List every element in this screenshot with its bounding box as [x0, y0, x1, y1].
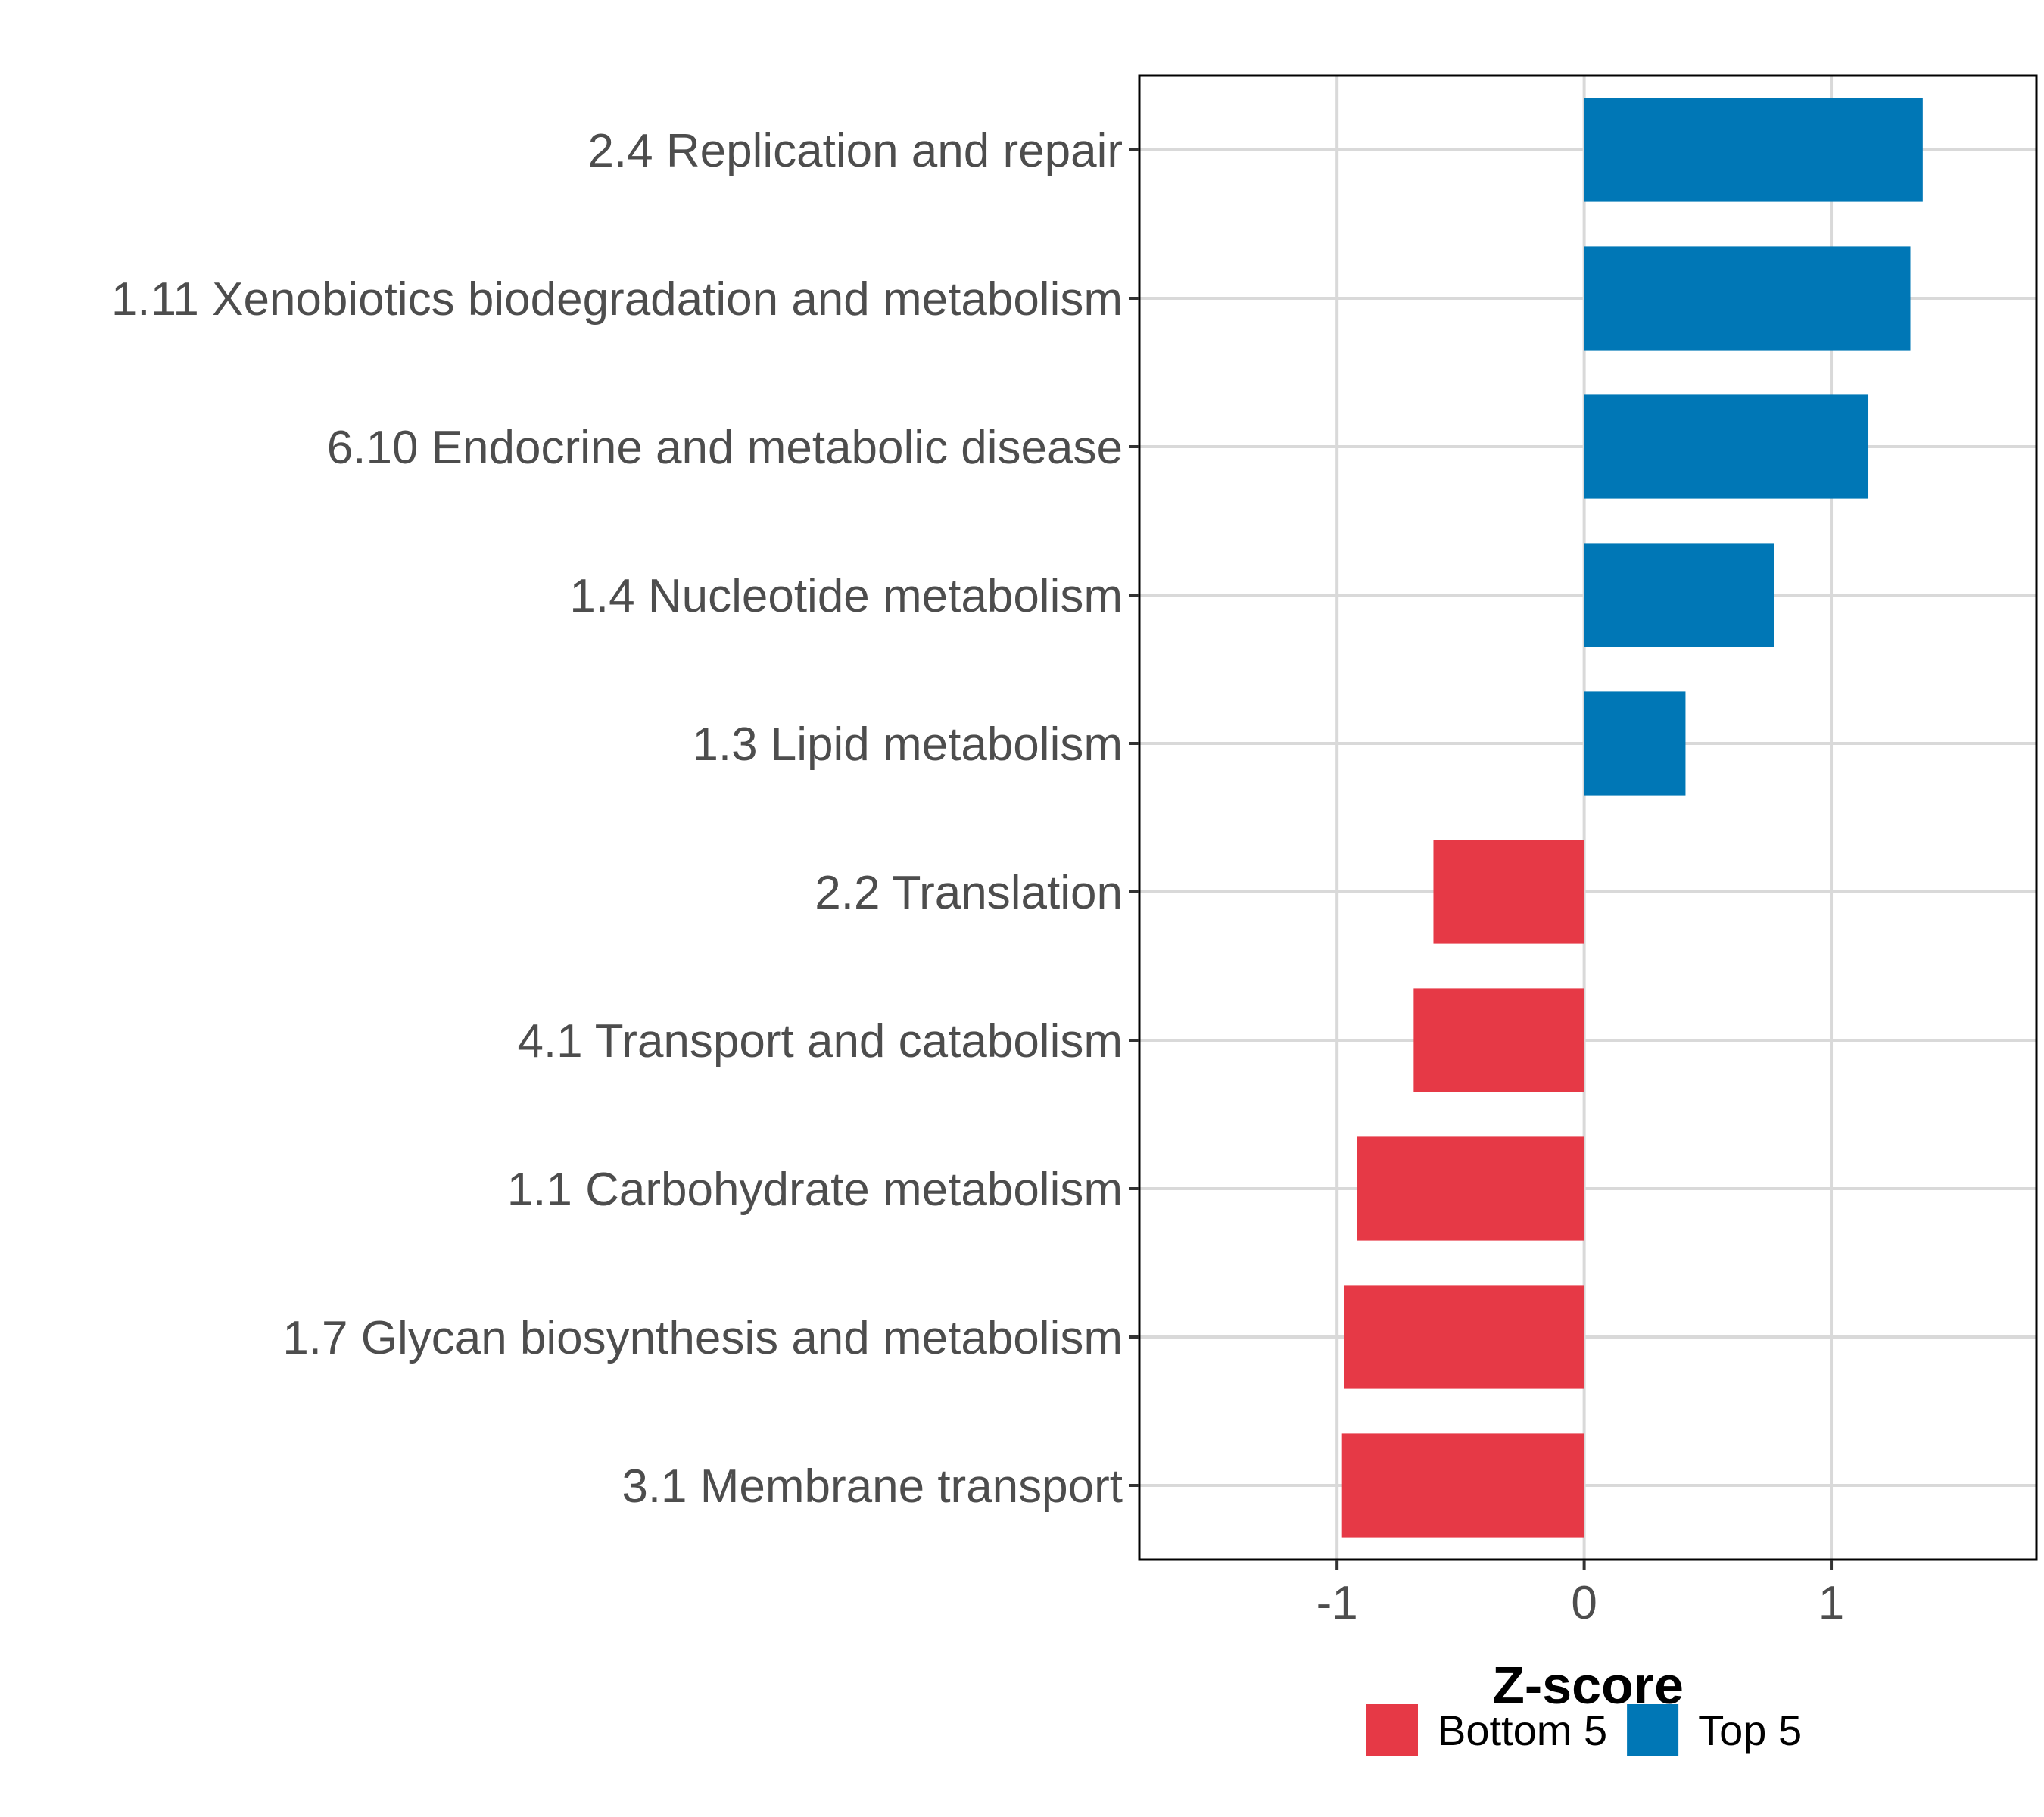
y-tick-label: 2.2 Translation	[815, 867, 1123, 919]
y-tick-label: 1.7 Glycan biosynthesis and metabolism	[282, 1312, 1123, 1364]
x-tick-label: 0	[1571, 1577, 1597, 1629]
legend: Bottom 5 Top 5	[1366, 1704, 1802, 1756]
legend-label: Bottom 5	[1438, 1706, 1607, 1754]
y-axis: 2.4 Replication and repair 1.11 Xenobioti…	[111, 125, 1139, 1513]
bar	[1584, 246, 1911, 351]
bar	[1344, 1285, 1584, 1389]
y-tick-label: 1.4 Nucleotide metabolism	[569, 570, 1123, 622]
y-tick-label: 4.1 Transport and catabolism	[517, 1015, 1123, 1067]
y-tick-label: 1.11 Xenobiotics biodegradation and meta…	[111, 273, 1123, 326]
bar	[1584, 543, 1774, 647]
y-tick-label: 6.10 Endocrine and metabolic disease	[327, 422, 1123, 474]
x-tick-label: 1	[1818, 1577, 1844, 1629]
bar	[1584, 98, 1923, 202]
y-tick-label: 1.3 Lipid metabolism	[692, 718, 1123, 771]
y-tick-label: 3.1 Membrane transport	[622, 1460, 1123, 1513]
bar	[1413, 988, 1584, 1092]
y-tick-label: 2.4 Replication and repair	[587, 125, 1123, 177]
legend-label: Top 5	[1698, 1706, 1802, 1754]
bar	[1433, 840, 1584, 944]
plot-panel-border	[1138, 74, 2038, 1561]
bar	[1584, 394, 1869, 499]
bar	[1341, 1433, 1584, 1538]
x-tick-label: -1	[1316, 1577, 1358, 1629]
x-axis: -1 0 1	[1316, 1560, 1844, 1629]
bars	[1341, 98, 1923, 1538]
y-tick-label: 1.1 Carbohydrate metabolism	[507, 1164, 1123, 1216]
legend-swatch	[1366, 1704, 1418, 1756]
bar	[1357, 1136, 1584, 1241]
legend-swatch	[1627, 1704, 1679, 1756]
bar	[1584, 691, 1686, 796]
